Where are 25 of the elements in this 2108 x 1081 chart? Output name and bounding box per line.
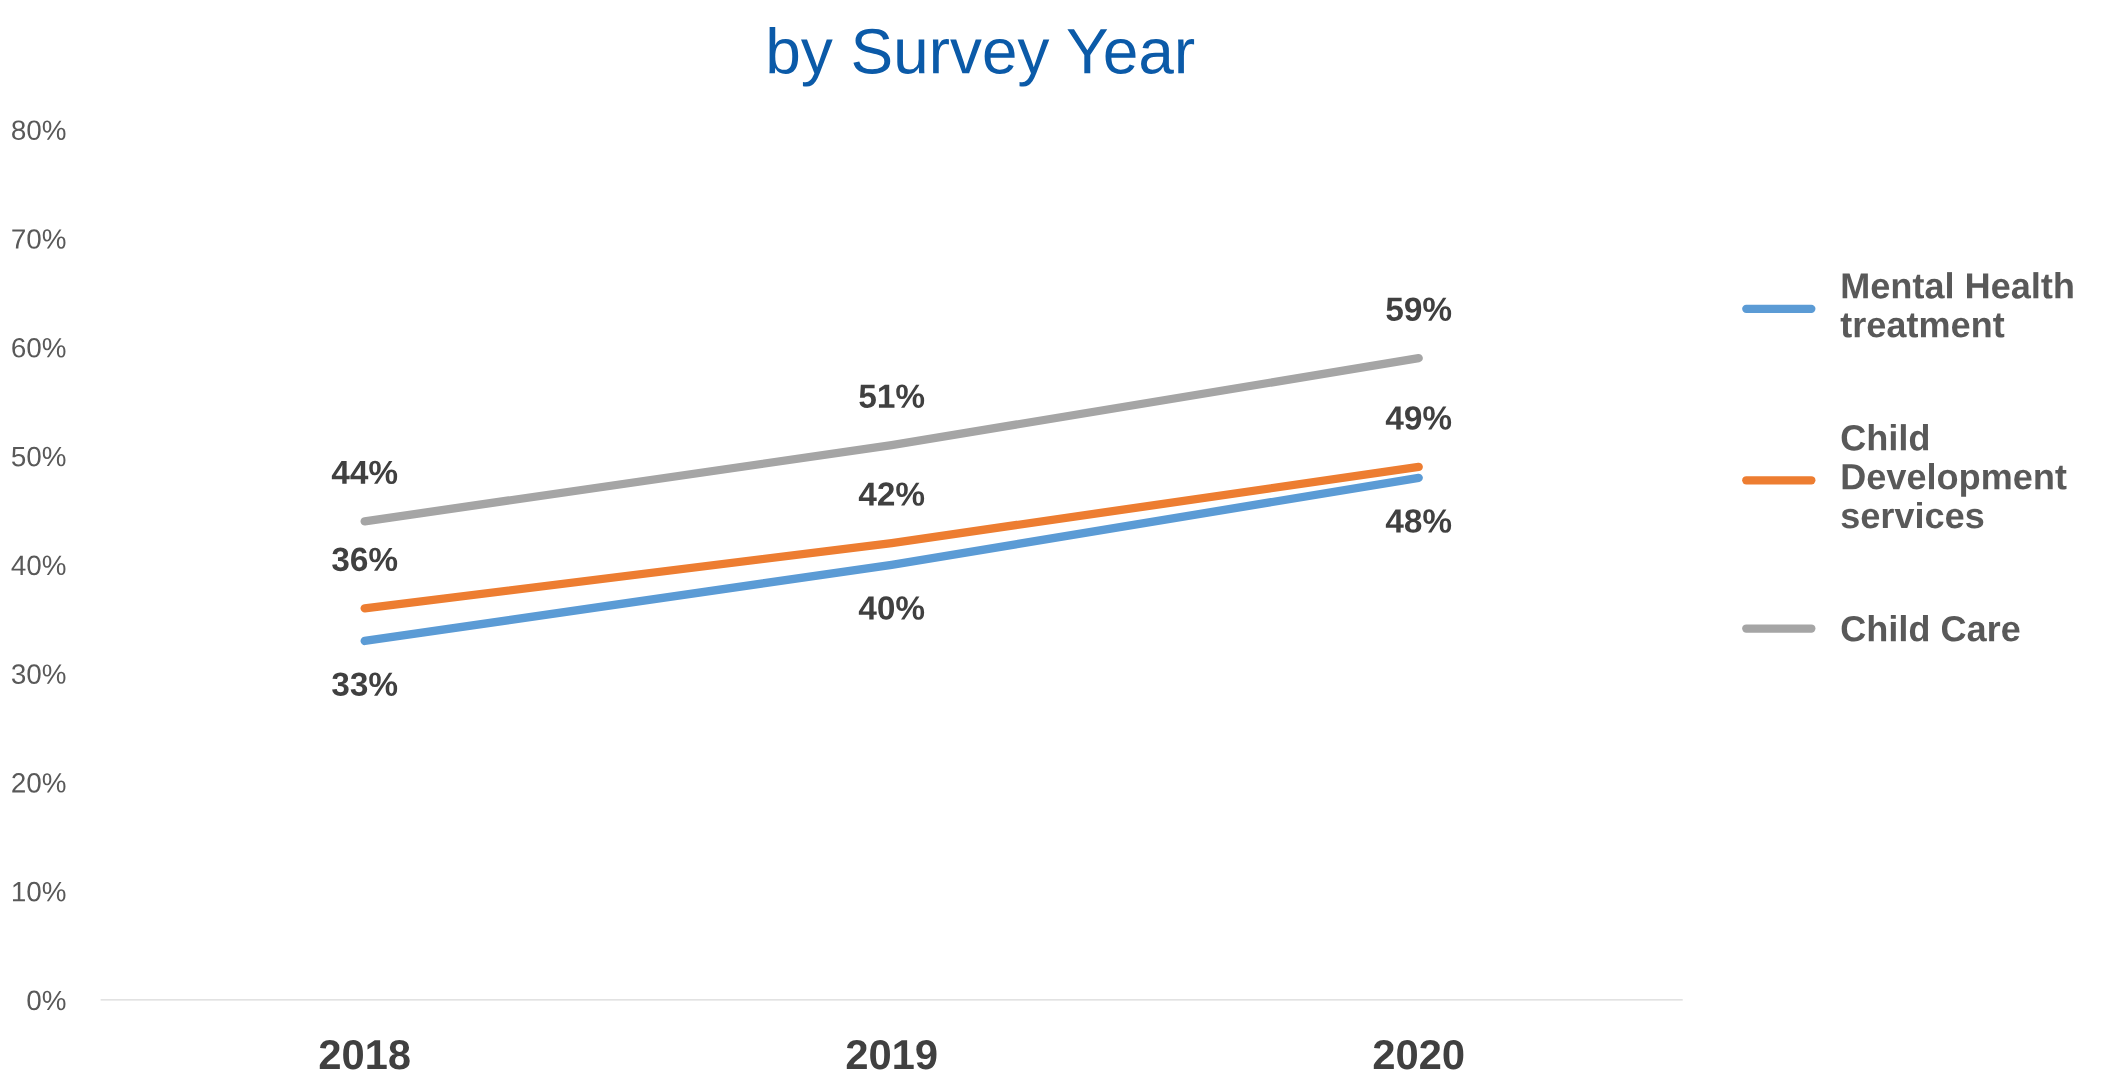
legend-label: Child Care xyxy=(1841,615,2020,642)
data-label: 59% xyxy=(1386,297,1452,321)
x-tick-label: 2020 xyxy=(1373,1039,1464,1070)
data-label: 51% xyxy=(859,384,925,409)
legend-label: Child Development services xyxy=(1841,424,2067,529)
y-tick-label: 80% xyxy=(12,120,66,141)
data-label: 40% xyxy=(858,596,925,620)
data-label: 42% xyxy=(858,482,925,506)
y-tick-label: 20% xyxy=(12,773,66,793)
legend-label: Mental Health treatment xyxy=(1840,272,2073,338)
y-tick-label: 50% xyxy=(11,446,66,467)
data-label: 36% xyxy=(332,547,398,572)
y-tick-label: 10% xyxy=(12,881,66,902)
y-tick-label: 30% xyxy=(11,664,66,684)
data-label: 49% xyxy=(1385,406,1452,430)
data-label: 44% xyxy=(331,460,398,485)
data-label: 48% xyxy=(1385,509,1452,533)
y-tick-label: 60% xyxy=(12,337,66,358)
x-tick-label: 2019 xyxy=(846,1039,937,1070)
chart-title: by Survey Year xyxy=(769,27,1195,87)
y-tick-label: 70% xyxy=(12,229,66,249)
y-tick-label: 40% xyxy=(11,555,66,576)
x-tick-label: 2018 xyxy=(319,1039,410,1070)
y-tick-label: 0% xyxy=(27,990,66,1011)
data-label: 33% xyxy=(332,672,398,697)
